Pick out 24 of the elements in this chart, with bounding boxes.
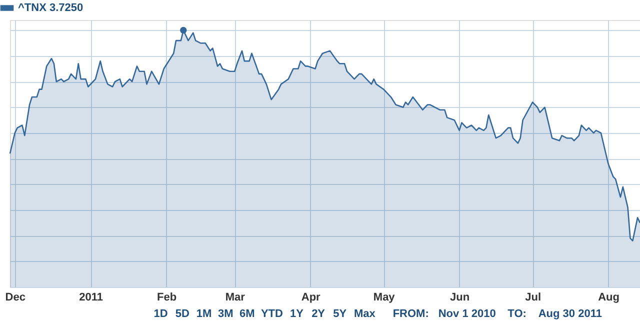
text: 1Y xyxy=(290,308,304,320)
legend-label: ^TNX 3.7250 xyxy=(18,2,84,14)
text: Aug 30 2011 xyxy=(538,308,602,320)
x-tick-label: Dec xyxy=(5,292,26,304)
text: 1D xyxy=(154,308,168,320)
x-tick-label: Aug xyxy=(598,292,620,304)
x-tick-label: Jul xyxy=(525,292,542,304)
x-tick-label: 2011 xyxy=(79,292,104,304)
x-tick-label: Jun xyxy=(450,292,470,304)
text: 5Y xyxy=(333,308,348,320)
text: 2Y xyxy=(312,308,326,320)
text: YTD xyxy=(260,308,284,320)
text: FROM: xyxy=(392,308,429,320)
text: 6M xyxy=(240,308,255,320)
x-tick-label: May xyxy=(373,292,396,304)
text: 3M xyxy=(218,308,234,320)
text: 1M xyxy=(196,308,212,320)
x-tick-label: Feb xyxy=(157,292,177,304)
text: TO: xyxy=(508,308,526,320)
text: Max xyxy=(354,308,376,320)
text: Nov 1 2010 xyxy=(438,308,496,320)
x-tick-label: Apr xyxy=(301,292,322,304)
x-tick-label: Mar xyxy=(225,292,246,304)
text: 5D xyxy=(175,308,190,320)
